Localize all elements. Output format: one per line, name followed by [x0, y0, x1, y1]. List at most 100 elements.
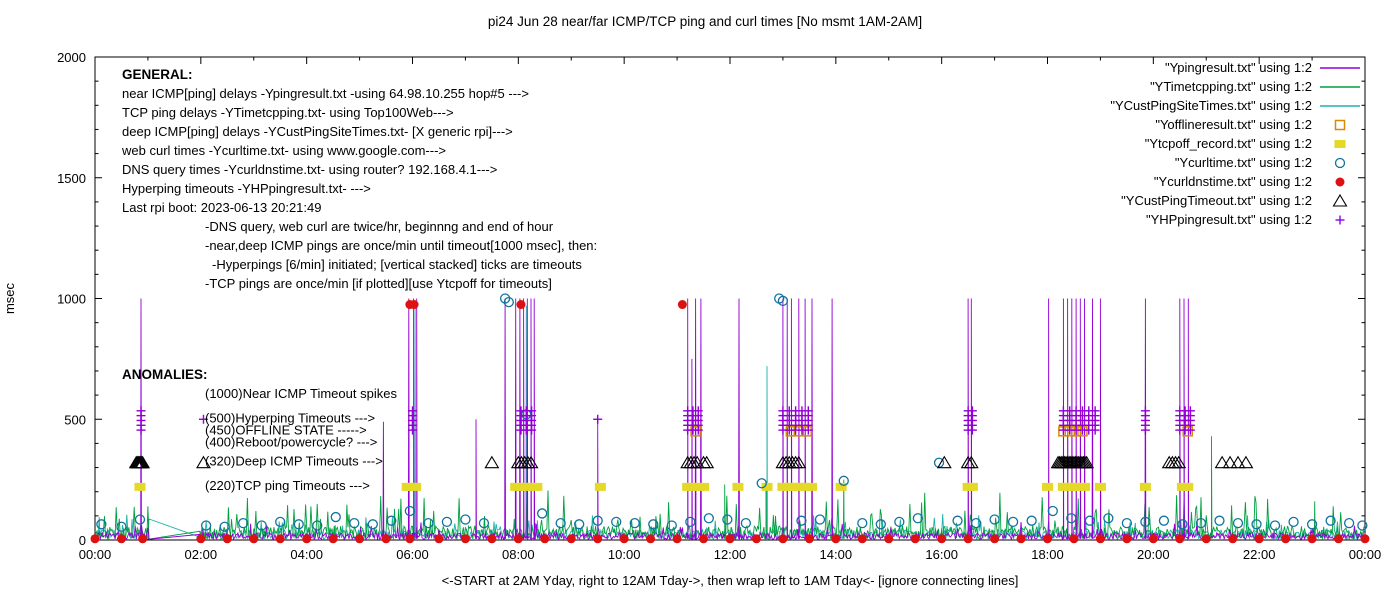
open-circle-marker [386, 515, 397, 526]
general-line: -DNS query, web curl are twice/hr, begin… [205, 219, 554, 234]
filled-circle-marker [1360, 534, 1370, 544]
general-annotations: GENERAL: near ICMP[ping] delays -Ypingres… [121, 67, 597, 291]
legend-entry: "Ytcpoff_record.txt" using 1:2 [1145, 136, 1346, 151]
open-circle-marker [441, 516, 453, 528]
legend-label: "Ycurltime.txt" using 1:2 [1175, 155, 1312, 170]
legend-entry: "Ycurldnstime.txt" using 1:2 [1154, 174, 1345, 189]
filled-circle-marker [725, 534, 735, 544]
series-dns [90, 300, 1370, 544]
filled-square-marker [1182, 482, 1194, 491]
open-circle-marker [970, 517, 982, 529]
filled-circle-marker [1095, 534, 1105, 544]
open-circle-marker [1251, 519, 1262, 530]
filled-circle-marker [355, 534, 365, 544]
open-circle-marker [777, 295, 789, 307]
general-line: deep ICMP[ping] delays -YCustPingSiteTim… [122, 124, 513, 139]
filled-circle-marker [1043, 534, 1052, 544]
filled-square-marker [1042, 482, 1053, 491]
legend-label: "YCustPingSiteTimes.txt" using 1:2 [1110, 98, 1312, 113]
filled-circle-marker [1122, 534, 1132, 544]
filled-square-marker [1094, 482, 1106, 491]
open-circle-marker [555, 517, 566, 529]
open-circle-marker [1325, 515, 1336, 526]
anomaly-line: (320)Deep ICMP Timeouts ---> [205, 454, 383, 469]
open-circle-marker [1306, 519, 1318, 530]
open-circle-marker [1343, 517, 1355, 529]
general-line: -near,deep ICMP pings are once/min until… [205, 238, 597, 253]
y-axis-label: msec [2, 282, 17, 314]
filled-circle-marker [460, 534, 470, 544]
filled-square-marker [966, 482, 978, 491]
open-triangle-marker [1222, 455, 1238, 469]
filled-square-marker [698, 482, 710, 491]
open-circle-marker [499, 293, 511, 304]
filled-square-marker [410, 482, 422, 491]
open-circle-marker [275, 516, 286, 528]
open-triangle-marker [699, 455, 715, 469]
series-hyperping [136, 406, 1195, 435]
open-circle-marker [1195, 517, 1207, 529]
x-tick-label: 06:00 [396, 547, 429, 562]
open-circle-marker [478, 517, 490, 529]
open-triangle-marker [936, 455, 952, 469]
open-circle-marker [1140, 516, 1151, 528]
open-triangle-marker [1230, 455, 1246, 469]
filled-circle-marker [963, 534, 973, 544]
filled-square-marker [1139, 482, 1151, 491]
series-custping-timeout [128, 455, 1254, 469]
legend-entry: "YCustPingTimeout.txt" using 1:2 [1121, 193, 1348, 208]
open-circle-marker [912, 513, 924, 524]
x-tick-label: 14:00 [820, 547, 853, 562]
legend-entry: "Ypingresult.txt" using 1:2 [1165, 60, 1360, 75]
filled-square-marker [793, 482, 805, 491]
open-triangle-marker [791, 455, 807, 469]
x-tick-label: 00:00 [79, 547, 112, 562]
open-circle-marker [1066, 513, 1077, 524]
filled-circle-marker [275, 534, 285, 544]
open-circle-marker [894, 516, 905, 528]
filled-circle-marker [1069, 534, 1079, 544]
filled-circle-marker [884, 534, 894, 544]
filled-circle-marker [910, 534, 920, 544]
open-circle-marker [1232, 517, 1244, 529]
anomaly-line: (450)OFFLINE STATE -----> [205, 422, 367, 437]
open-triangle-marker [135, 455, 151, 469]
filled-circle-marker [196, 534, 206, 544]
legend-label: "Ytcpoff_record.txt" using 1:2 [1145, 136, 1312, 151]
x-tick-label: 02:00 [185, 547, 218, 562]
filled-circle-marker [593, 534, 603, 544]
x-tick-label: 12:00 [714, 547, 747, 562]
filled-circle-marker [222, 534, 232, 544]
x-tick-label: 22:00 [1243, 547, 1276, 562]
x-tick-label: 04:00 [290, 547, 323, 562]
legend-label: "Yofflineresult.txt" using 1:2 [1155, 117, 1312, 132]
filled-circle-marker [405, 534, 415, 544]
filled-circle-marker [249, 534, 259, 544]
open-circle-marker [1103, 513, 1114, 524]
open-circle-marker [312, 520, 323, 531]
filled-circle-marker [1228, 534, 1238, 544]
x-tick-label: 18:00 [1031, 547, 1064, 562]
legend-entry: "Yofflineresult.txt" using 1:2 [1155, 117, 1346, 132]
general-heading: GENERAL: [122, 67, 193, 82]
general-line: web curl times -Ycurltime.txt- using www… [121, 143, 446, 158]
x-tick-label: 10:00 [608, 547, 641, 562]
open-circle-marker [96, 519, 107, 530]
open-circle-marker [1121, 517, 1133, 529]
open-circle-marker [1357, 520, 1368, 531]
open-circle-marker [722, 514, 733, 525]
series-curl [96, 293, 1368, 532]
open-circle-marker [1334, 157, 1346, 169]
general-line: Last rpi boot: 2023-06-13 20:21:49 [122, 200, 321, 215]
open-circle-marker [685, 516, 696, 528]
filled-circle-marker [778, 534, 788, 544]
open-circle-marker [838, 475, 849, 486]
filled-circle-marker [381, 534, 391, 544]
filled-circle-marker [804, 534, 814, 544]
open-triangle-marker [1238, 455, 1254, 469]
filled-circle-marker [831, 534, 841, 544]
open-circle-marker [330, 511, 341, 523]
x-tick-label: 16:00 [925, 547, 958, 562]
